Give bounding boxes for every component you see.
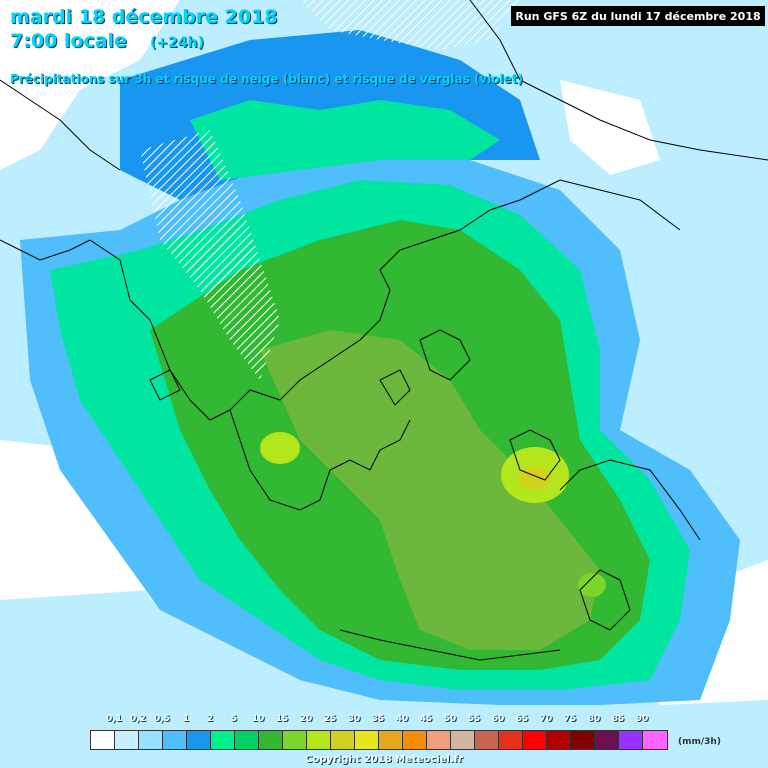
legend-swatch (235, 731, 259, 749)
legend-swatch (211, 731, 235, 749)
no-precip-area-nw (0, 0, 180, 170)
precip-band-north-green (190, 100, 500, 180)
legend-unit: (mm/3h) (678, 737, 721, 747)
legend-label: 30 (347, 714, 361, 724)
legend-swatch (499, 731, 523, 749)
legend-label: 55 (467, 714, 481, 724)
legend-swatch (643, 731, 667, 749)
legend-swatch (283, 731, 307, 749)
legend-swatch (475, 731, 499, 749)
legend-swatch (355, 731, 379, 749)
legend-label: 0,1 (106, 714, 122, 724)
legend-label: 0,5 (154, 714, 170, 724)
legend-swatch (115, 731, 139, 749)
precip-max-rhodes (578, 573, 606, 597)
legend-swatch (91, 731, 115, 749)
legend-label: 35 (371, 714, 385, 724)
legend-label: 40 (395, 714, 409, 724)
map-title-date: mardi 18 décembre 2018 (10, 6, 278, 28)
legend-swatch (259, 731, 283, 749)
copyright: Copyright 2018 Meteociel.fr (305, 754, 463, 765)
legend-swatch (331, 731, 355, 749)
legend-swatch (595, 731, 619, 749)
legend-label: 45 (419, 714, 433, 724)
legend-label: 65 (515, 714, 529, 724)
legend-swatch (379, 731, 403, 749)
legend-label: 75 (563, 714, 577, 724)
legend-label: 2 (206, 714, 214, 724)
legend-swatch (187, 731, 211, 749)
map-title-time: 7:00 locale (10, 30, 127, 52)
snow-risk-area-west (140, 130, 280, 380)
legend-swatch (307, 731, 331, 749)
legend-swatch (451, 731, 475, 749)
legend-label: 70 (539, 714, 553, 724)
legend-swatch (571, 731, 595, 749)
snow-risk-area-north (300, 0, 520, 50)
legend-label: 90 (635, 714, 649, 724)
legend-label: 20 (299, 714, 313, 724)
precip-max-peloponnese (260, 432, 300, 464)
legend-swatch (523, 731, 547, 749)
legend-swatch (547, 731, 571, 749)
legend-label: 10 (251, 714, 265, 724)
legend-swatch (619, 731, 643, 749)
forecast-lead-time: (+24h) (150, 35, 204, 51)
legend-swatch (403, 731, 427, 749)
coastlines (0, 0, 768, 661)
legend-label: 25 (323, 714, 337, 724)
legend-label: 1 (182, 714, 190, 724)
legend-label: 85 (611, 714, 625, 724)
legend-swatches (90, 730, 668, 750)
legend-label: 50 (443, 714, 457, 724)
legend-label: 5 (230, 714, 238, 724)
no-precip-area-west (0, 440, 150, 600)
legend-label: 60 (491, 714, 505, 724)
map-subtitle: Précipitations sur 3h et risque de neige… (10, 72, 524, 86)
no-precip-area-ne (560, 80, 660, 175)
legend-label: 80 (587, 714, 601, 724)
legend-swatch (139, 731, 163, 749)
legend-label: 15 (275, 714, 289, 724)
run-info-box: Run GFS 6Z du lundi 17 décembre 2018 (511, 6, 765, 26)
precip-band-olive (260, 330, 600, 650)
legend-swatch (427, 731, 451, 749)
legend-label: 0,2 (130, 714, 146, 724)
precip-core-aegean (519, 466, 551, 490)
legend-swatch (163, 731, 187, 749)
